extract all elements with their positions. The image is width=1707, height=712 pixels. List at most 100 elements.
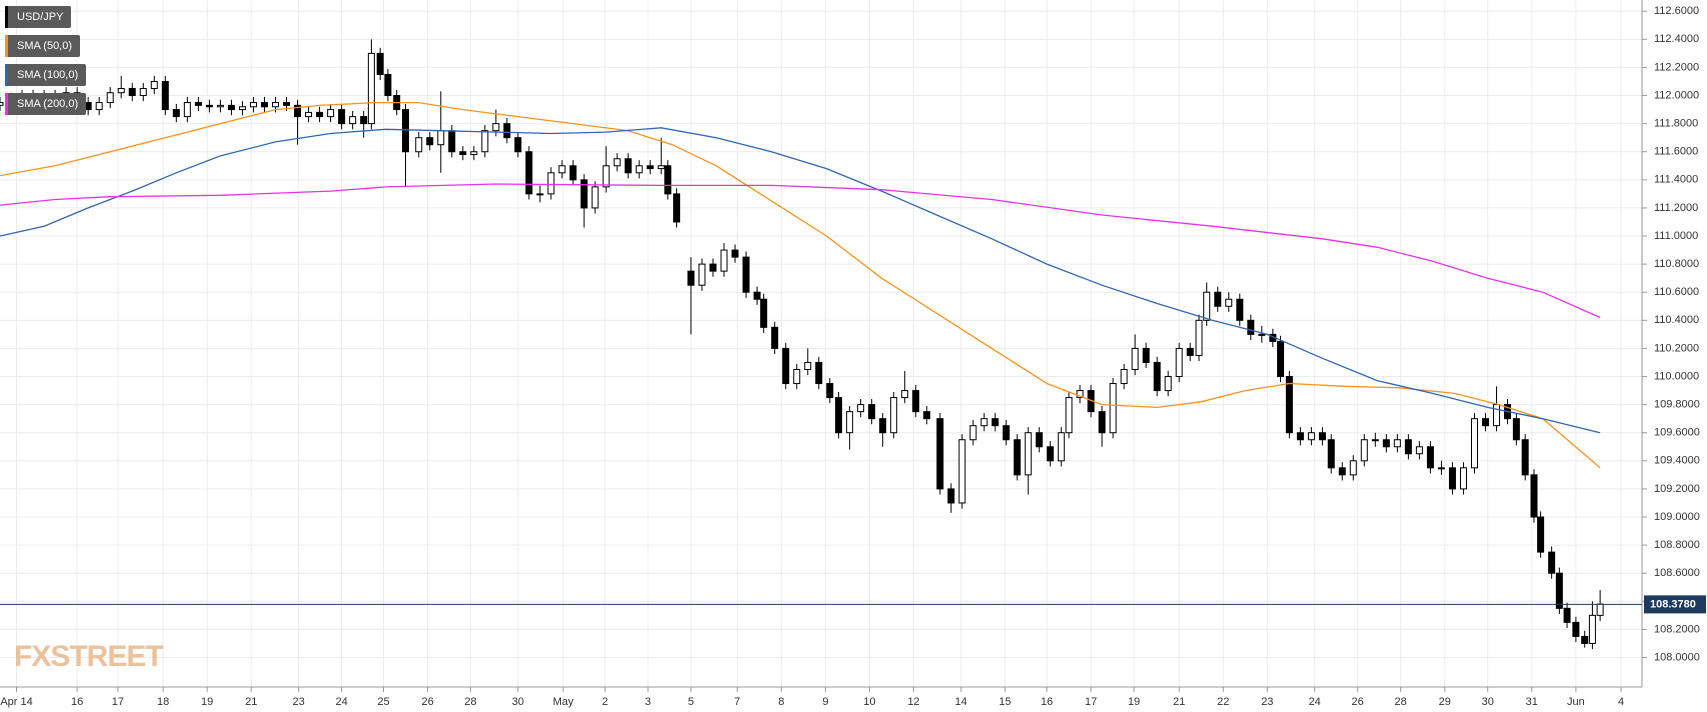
candle-body <box>947 488 955 504</box>
candle-body <box>1142 347 1150 363</box>
candle-body <box>657 165 665 170</box>
candle-body <box>514 137 522 153</box>
candle-body <box>742 256 750 293</box>
candle-body <box>868 404 876 420</box>
candle-body <box>857 404 865 413</box>
candle-body <box>890 397 898 434</box>
candle-body <box>1493 404 1501 427</box>
y-tick-label: 110.0000 <box>1654 370 1699 382</box>
candle-body <box>1131 347 1139 370</box>
watermark: FXSTREET <box>14 640 164 673</box>
candle-body <box>1175 347 1183 378</box>
candle-body <box>569 165 577 181</box>
candle-body <box>958 439 966 504</box>
candle-body <box>161 80 169 111</box>
x-tick-label: 5 <box>688 696 694 708</box>
x-tick-label: 21 <box>245 696 257 708</box>
candle-body <box>1013 439 1021 476</box>
y-tick-label: 108.8000 <box>1654 539 1700 551</box>
candle-body <box>172 109 180 118</box>
candle-body <box>1360 439 1368 462</box>
x-tick-label: 22 <box>1217 696 1229 708</box>
x-tick-label: 19 <box>201 696 213 708</box>
candle-body <box>249 102 257 108</box>
candle-body <box>360 116 368 125</box>
legend: USD/JPY SMA (50,0) SMA (100,0) SMA (200,0) <box>5 6 87 122</box>
candle-body <box>1393 439 1401 448</box>
candle-body <box>1572 621 1580 637</box>
candle-body <box>260 102 268 108</box>
candle-body <box>804 361 812 370</box>
candle-body <box>1258 333 1266 336</box>
x-tick-label: 17 <box>1085 696 1097 708</box>
y-tick-label: 108.0000 <box>1654 651 1700 663</box>
x-tick-label: Apr 14 <box>0 696 32 708</box>
candle-body <box>1195 319 1203 356</box>
candle-body <box>492 123 500 132</box>
candle-body <box>826 383 834 399</box>
candle-body <box>613 158 621 167</box>
candle-body <box>0 102 4 106</box>
candle-body <box>771 326 779 349</box>
legend-label: USD/JPY <box>17 11 64 23</box>
candle-body <box>1098 411 1106 434</box>
candle-body <box>1415 446 1423 455</box>
sma-line <box>0 183 1601 319</box>
x-tick-label: 26 <box>1352 696 1364 708</box>
x-tick-label: 28 <box>464 696 476 708</box>
candle-body <box>753 291 761 300</box>
legend-swatch <box>5 64 8 86</box>
candle-body <box>731 249 739 258</box>
candle-body <box>591 186 599 209</box>
candle-body <box>624 158 632 174</box>
candle-body <box>402 109 410 153</box>
candle-body <box>294 104 302 118</box>
candle-body <box>980 418 988 427</box>
candle-body <box>238 106 246 111</box>
candle-body <box>879 418 887 434</box>
last-price-box <box>1644 595 1706 614</box>
candle-body <box>525 151 533 195</box>
x-tick-label: 4 <box>1618 696 1624 708</box>
candle-body <box>782 347 790 385</box>
candle-body <box>95 102 103 111</box>
candle-body <box>327 109 335 118</box>
y-tick-label: 109.4000 <box>1654 455 1700 467</box>
candle-body <box>367 52 375 125</box>
candle-body <box>1338 467 1346 476</box>
candle-body <box>1214 291 1222 307</box>
candle-body <box>437 130 445 146</box>
candle-body <box>709 263 717 272</box>
x-tick-label: 18 <box>157 696 169 708</box>
candle-body <box>426 137 434 146</box>
candle-body <box>316 111 324 118</box>
candle-body <box>547 172 555 195</box>
candle-body <box>1404 439 1412 455</box>
x-tick-label: 7 <box>734 696 740 708</box>
legend-item: SMA (100,0) <box>5 64 87 86</box>
y-tick-label: 108.6000 <box>1654 567 1700 579</box>
candle-body <box>305 111 313 118</box>
x-tick-label: 12 <box>907 696 919 708</box>
x-tick-label: 16 <box>1041 696 1053 708</box>
candle-body <box>1277 340 1285 378</box>
y-tick-label: 111.2000 <box>1654 202 1698 214</box>
candle-body <box>1035 432 1043 448</box>
x-tick-label: 16 <box>71 696 83 708</box>
candle-body <box>1482 418 1490 427</box>
x-tick-label: 26 <box>421 696 433 708</box>
candle-body <box>1371 439 1379 442</box>
candle-body <box>1120 368 1128 385</box>
candle-body <box>815 361 823 385</box>
candle-body <box>793 368 801 385</box>
candle-body <box>376 52 384 75</box>
x-tick-label: 24 <box>335 696 347 708</box>
candle-body <box>503 123 511 139</box>
x-tick-label: 14 <box>955 696 967 708</box>
candle-body <box>459 151 467 156</box>
candle-body <box>150 80 158 90</box>
candle-body <box>1588 614 1596 644</box>
candle-body <box>415 137 423 153</box>
